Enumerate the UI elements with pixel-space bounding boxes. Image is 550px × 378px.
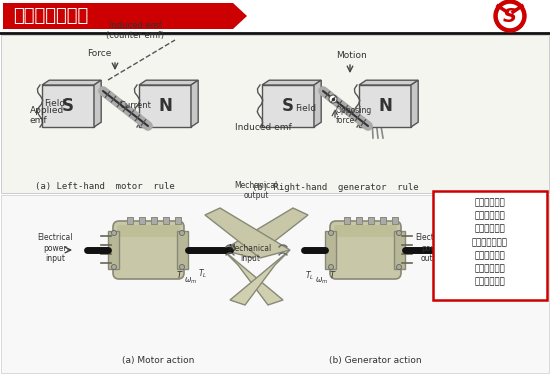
Text: Field: Field (295, 104, 316, 113)
Circle shape (179, 231, 184, 235)
Polygon shape (42, 80, 101, 85)
Text: 电机能能工作
在电机驱动模
式，也能工作
在发电机模式，
为新能源汽车
制动能量回收
提供了可能。: 电机能能工作 在电机驱动模 式，也能工作 在发电机模式， 为新能源汽车 制动能量… (472, 198, 508, 287)
FancyBboxPatch shape (151, 217, 157, 224)
FancyBboxPatch shape (163, 217, 169, 224)
Text: Force: Force (87, 49, 111, 58)
FancyBboxPatch shape (344, 217, 350, 224)
FancyBboxPatch shape (433, 191, 547, 300)
Polygon shape (139, 80, 198, 85)
FancyBboxPatch shape (1, 35, 549, 193)
Text: N: N (158, 97, 172, 115)
Circle shape (494, 0, 526, 32)
Polygon shape (262, 80, 321, 85)
FancyBboxPatch shape (42, 85, 94, 127)
Text: $T$: $T$ (176, 269, 184, 280)
Circle shape (329, 95, 337, 103)
Text: Electrical
power
input: Electrical power input (37, 233, 73, 263)
Circle shape (498, 5, 521, 28)
Polygon shape (223, 208, 308, 258)
FancyBboxPatch shape (127, 217, 133, 224)
Text: $\omega_m$: $\omega_m$ (184, 275, 197, 285)
Text: Current: Current (120, 101, 152, 110)
Circle shape (397, 265, 402, 270)
Text: (b) Right-hand  generator  rule: (b) Right-hand generator rule (252, 183, 419, 192)
Polygon shape (3, 3, 247, 29)
Text: S: S (503, 8, 517, 26)
FancyBboxPatch shape (380, 217, 386, 224)
Polygon shape (359, 80, 418, 85)
Circle shape (328, 231, 333, 235)
Text: Applied
emf: Applied emf (30, 105, 64, 125)
Circle shape (112, 265, 117, 270)
FancyBboxPatch shape (330, 221, 401, 279)
FancyBboxPatch shape (1, 195, 549, 373)
FancyBboxPatch shape (394, 231, 405, 269)
Text: 电机的基本原理: 电机的基本原理 (13, 7, 88, 25)
FancyBboxPatch shape (139, 217, 145, 224)
Text: $T$: $T$ (329, 269, 337, 280)
FancyBboxPatch shape (108, 231, 119, 269)
Text: Mechanical
input: Mechanical input (228, 243, 272, 263)
Polygon shape (411, 80, 418, 127)
FancyBboxPatch shape (139, 85, 191, 127)
Circle shape (397, 231, 402, 235)
Polygon shape (205, 208, 290, 258)
Text: (a) Motor action: (a) Motor action (122, 356, 194, 365)
Circle shape (328, 265, 333, 270)
Text: Mechanical
output: Mechanical output (234, 181, 278, 200)
Polygon shape (94, 80, 101, 127)
FancyBboxPatch shape (117, 225, 180, 237)
Text: (a) Left-hand  motor  rule: (a) Left-hand motor rule (35, 183, 175, 192)
FancyBboxPatch shape (262, 85, 314, 127)
Text: $T_L$: $T_L$ (305, 269, 315, 282)
Text: S: S (282, 97, 294, 115)
Text: $\omega_m$: $\omega_m$ (315, 275, 329, 285)
Circle shape (179, 265, 184, 270)
Text: S: S (62, 97, 74, 115)
Text: Electrical
power
output: Electrical power output (415, 233, 451, 263)
FancyBboxPatch shape (325, 231, 336, 269)
Text: Field: Field (45, 99, 65, 108)
Circle shape (112, 231, 117, 235)
FancyBboxPatch shape (334, 225, 397, 237)
Text: $T_L$: $T_L$ (199, 268, 208, 280)
FancyBboxPatch shape (368, 217, 374, 224)
Text: Induced emf: Induced emf (235, 123, 292, 132)
Polygon shape (314, 80, 321, 127)
Text: Induced emf
(counter emf): Induced emf (counter emf) (106, 20, 164, 40)
FancyBboxPatch shape (113, 221, 184, 279)
Text: Motion: Motion (336, 51, 367, 60)
Polygon shape (191, 80, 198, 127)
Text: N: N (378, 97, 392, 115)
Text: (b) Generator action: (b) Generator action (329, 356, 421, 365)
FancyBboxPatch shape (392, 217, 398, 224)
FancyBboxPatch shape (177, 231, 188, 269)
Polygon shape (223, 250, 283, 305)
FancyBboxPatch shape (175, 217, 181, 224)
FancyBboxPatch shape (359, 85, 411, 127)
Text: Opposing
force: Opposing force (336, 105, 372, 125)
FancyBboxPatch shape (356, 217, 362, 224)
Polygon shape (230, 250, 290, 305)
